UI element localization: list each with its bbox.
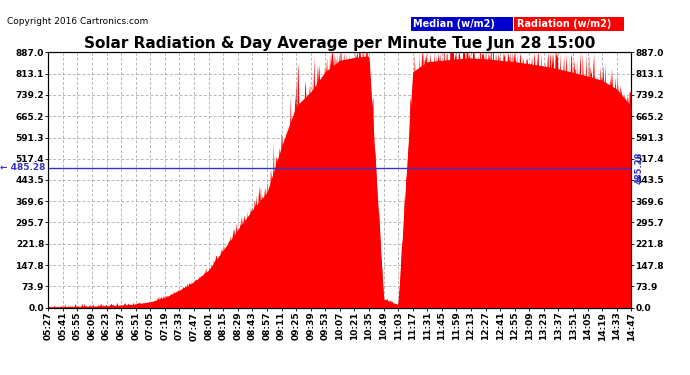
Text: Median (w/m2): Median (w/m2): [413, 19, 495, 29]
Text: Radiation (w/m2): Radiation (w/m2): [517, 19, 611, 29]
Text: 485.28: 485.28: [634, 152, 643, 184]
Text: ← 485.28: ← 485.28: [0, 164, 46, 172]
Text: Copyright 2016 Cartronics.com: Copyright 2016 Cartronics.com: [7, 17, 148, 26]
Title: Solar Radiation & Day Average per Minute Tue Jun 28 15:00: Solar Radiation & Day Average per Minute…: [84, 36, 595, 51]
